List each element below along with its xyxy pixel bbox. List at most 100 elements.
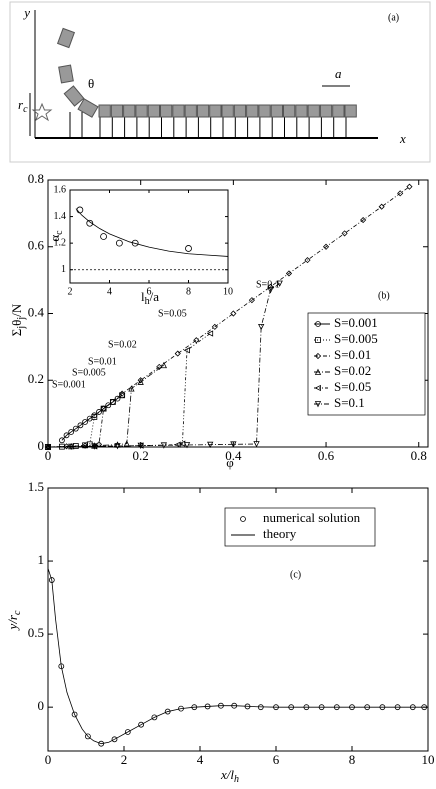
marker: [100, 405, 107, 412]
marker: [44, 444, 52, 451]
block: [307, 104, 320, 118]
marker: [183, 347, 190, 354]
marker: [253, 441, 260, 448]
radius-label: rc: [18, 97, 28, 115]
marker: [285, 270, 293, 277]
marker: [248, 297, 255, 304]
marker: [82, 419, 88, 425]
subscript: j: [16, 326, 27, 330]
x-tick-label: 10: [223, 286, 233, 297]
marker: [164, 708, 171, 715]
legend-box: [224, 507, 376, 547]
marker: [114, 443, 121, 450]
angle-label: θ: [88, 76, 94, 91]
marker: [91, 414, 98, 420]
legend-box: [307, 312, 426, 416]
marker: [85, 733, 91, 740]
marker: [206, 330, 214, 337]
marker: [128, 385, 135, 392]
block: [332, 104, 345, 118]
legend-label: theory: [263, 526, 297, 541]
x-tick-label: 2: [121, 752, 128, 767]
block: [196, 104, 210, 118]
subscript: c: [23, 104, 28, 115]
panel-a: y x (a) θ a rc: [9, 1, 431, 163]
marker: [68, 429, 75, 435]
text: /N: [9, 303, 24, 317]
y-tick-label: 1.6: [54, 184, 67, 195]
text: y/r: [5, 614, 20, 631]
legend-label: S=0.005: [334, 331, 378, 346]
marker: [160, 361, 168, 369]
annotation: S=0.001: [52, 379, 86, 390]
marker: [114, 441, 121, 448]
marker: [397, 190, 404, 197]
marker: [82, 442, 89, 449]
marker: [72, 425, 79, 432]
marker: [185, 245, 192, 252]
x-tick-label: 10: [422, 752, 435, 767]
x-tick-label: 6: [273, 752, 280, 767]
marker: [137, 378, 144, 385]
marker: [100, 233, 107, 240]
marker: [378, 203, 385, 210]
text: r: [18, 97, 24, 112]
block: [295, 104, 308, 118]
marker: [151, 714, 158, 721]
marker: [119, 390, 126, 397]
marker: [406, 183, 413, 190]
y-tick-label: 0: [38, 698, 45, 713]
marker: [109, 399, 116, 405]
inset-background: [70, 190, 228, 283]
block: [258, 104, 271, 118]
block: [56, 27, 76, 49]
text: l: [141, 289, 145, 304]
star: [31, 102, 53, 122]
y-tick-label: 1: [38, 552, 45, 567]
x-tick-label: 0: [45, 448, 52, 463]
marker: [71, 711, 78, 718]
text: α: [47, 235, 62, 242]
marker: [193, 337, 200, 344]
subscript: c: [54, 230, 65, 235]
marker: [68, 443, 75, 451]
series-line: [47, 333, 211, 448]
block: [63, 85, 85, 107]
legend-marker: [315, 321, 321, 327]
text: φ: [226, 455, 234, 470]
block: [160, 104, 173, 118]
block: [135, 104, 148, 118]
marker: [137, 442, 144, 450]
legend-marker: [314, 401, 322, 408]
block: [270, 104, 284, 118]
marker: [98, 740, 105, 747]
x-tick-label: 8: [349, 752, 356, 767]
marker: [276, 280, 283, 287]
marker: [267, 283, 274, 290]
legend-marker: [240, 516, 246, 522]
y-tick-label: 1.4: [54, 211, 67, 222]
subscript: h: [234, 774, 239, 785]
y-tick-label: 1: [61, 264, 66, 275]
sticks: [69, 104, 357, 138]
subscript: j: [16, 317, 27, 321]
subscript: h: [145, 296, 150, 307]
marker: [96, 409, 102, 415]
spacing-label: a: [335, 66, 342, 81]
block: [123, 104, 136, 118]
y-tick-label: 0.8: [28, 171, 44, 186]
block: [319, 104, 333, 118]
annotation: S=0.1: [256, 279, 280, 290]
x-tick-label: 4: [197, 752, 204, 767]
marker: [160, 442, 168, 449]
marker: [119, 392, 126, 399]
marker: [211, 323, 218, 330]
y-tick-label: 0.5: [28, 625, 44, 640]
y-tick-label: 1.2: [54, 237, 67, 248]
text: Σ: [9, 329, 24, 337]
marker: [131, 239, 139, 247]
y-tick-label: 1.5: [28, 479, 44, 494]
legend-marker: [314, 368, 322, 375]
series-line: [47, 568, 428, 745]
